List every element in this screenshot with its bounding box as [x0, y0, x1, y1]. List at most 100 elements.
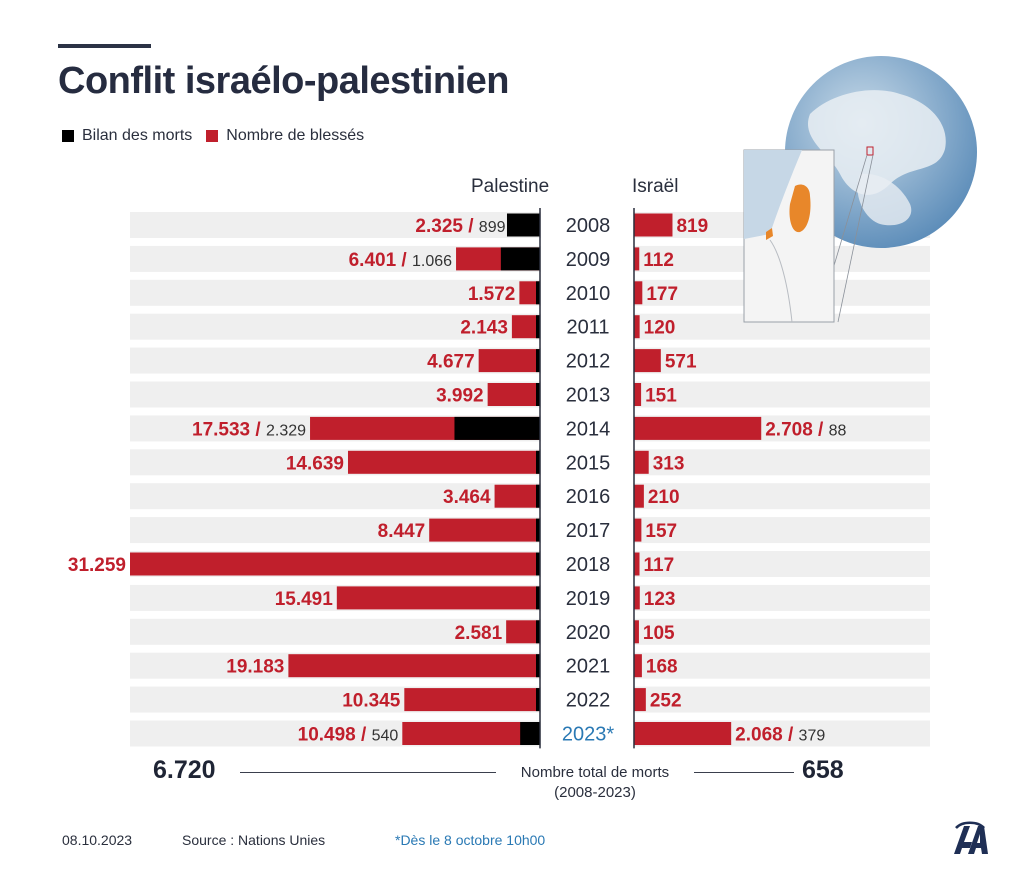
palestine-killed-bar	[536, 349, 540, 373]
israel-injured-bar	[634, 247, 640, 271]
year-label: 2017	[566, 520, 611, 542]
legend-swatch-killed	[62, 130, 74, 142]
year-cell-background	[541, 309, 633, 344]
header-israel: Israël	[632, 176, 679, 197]
year-cell-background	[541, 241, 633, 276]
palestine-injured-bar	[347, 450, 540, 474]
legend: Bilan des morts Nombre de blessés	[62, 127, 364, 145]
israel-injured-bar	[634, 654, 642, 678]
palestine-value-label: 31.259	[68, 555, 126, 576]
palestine-value-label: 2.143	[460, 318, 508, 339]
israel-value-label: 2.068 / 379	[735, 725, 825, 746]
year-label: 2023*	[562, 724, 614, 746]
palestine-value-label: 19.183	[226, 657, 284, 678]
palestine-killed-bar	[454, 416, 540, 440]
year-cell-background	[541, 648, 633, 683]
palestine-value-label: 2.325 / 899	[415, 216, 505, 237]
palestine-value-label: 10.345	[342, 691, 401, 712]
year-cell-background	[541, 445, 633, 480]
legend-swatch-injured	[206, 130, 219, 142]
israel-value-label: 571	[665, 352, 697, 373]
palestine-value-label: 15.491	[275, 589, 334, 610]
bar-chart: 2.325 / 899 819 2008 6.401 / 1.066 112 2009 1.…	[68, 208, 930, 751]
footer-note: *Dès le 8 octobre 10h00	[395, 832, 546, 848]
palestine-killed-bar	[500, 247, 540, 271]
palestine-value-label: 4.677	[427, 352, 475, 373]
israel-injured-bar	[634, 416, 762, 440]
palestine-killed-bar	[536, 518, 540, 542]
palestine-injured-bar	[511, 315, 540, 339]
title-accent-bar	[58, 44, 151, 48]
year-label: 2009	[566, 249, 611, 271]
israel-injured-bar	[634, 722, 732, 745]
israel-injured-bar	[634, 552, 640, 576]
israel-value-label: 112	[643, 250, 674, 271]
israel-value-label: 120	[644, 318, 676, 339]
israel-value-label: 210	[648, 487, 680, 508]
israel-injured-bar	[634, 586, 640, 610]
year-label: 2018	[566, 554, 611, 576]
year-label: 2013	[566, 385, 611, 407]
palestine-killed-bar	[536, 383, 540, 406]
israel-value-label: 252	[650, 691, 682, 712]
year-cell-background	[541, 547, 633, 581]
israel-value-label: 177	[646, 284, 678, 305]
year-label: 2022	[566, 690, 611, 712]
total-label-line2: (2008-2023)	[554, 784, 636, 801]
palestine-injured-bar	[487, 383, 540, 406]
israel-injured-bar	[634, 688, 646, 712]
palestine-killed-bar	[536, 484, 540, 508]
total-label: Nombre total de morts (2008-2023)	[490, 763, 700, 803]
israel-value-label: 123	[644, 589, 676, 610]
israel-injured-bar	[634, 383, 642, 406]
palestine-value-label: 3.992	[436, 386, 484, 407]
israel-injured-bar	[634, 315, 640, 339]
aa-logo-icon	[954, 821, 988, 854]
palestine-killed-bar	[536, 552, 540, 576]
legend-label-injured: Nombre de blessés	[226, 127, 365, 144]
palestine-killed-bar	[536, 586, 540, 610]
year-cell-background	[541, 682, 633, 717]
palestine-injured-bar	[519, 281, 540, 305]
legend-label-killed: Bilan des morts	[82, 127, 193, 144]
year-label: 2019	[566, 588, 611, 610]
total-label-line1: Nombre total de morts	[520, 764, 670, 781]
palestine-injured-bar	[336, 586, 540, 610]
israel-injured-bar	[634, 620, 639, 644]
israel-value-label: 313	[653, 453, 685, 474]
year-cell-background	[541, 377, 633, 412]
palestine-injured-bar	[288, 654, 540, 678]
palestine-injured-bar	[494, 484, 540, 508]
total-line-left	[240, 772, 496, 773]
year-cell-background	[541, 411, 633, 446]
total-palestine: 6.720	[153, 756, 216, 784]
palestine-killed-bar	[536, 620, 540, 644]
year-cell-background	[541, 208, 633, 242]
israel-injured-bar	[634, 281, 643, 305]
year-label: 2020	[566, 622, 611, 644]
total-line-right	[694, 772, 794, 773]
palestine-killed-bar	[536, 281, 540, 305]
year-label: 2014	[566, 418, 611, 440]
israel-value-label: 819	[676, 216, 708, 237]
palestine-injured-bar	[402, 722, 540, 745]
year-label: 2016	[566, 486, 611, 508]
israel-value-label: 168	[646, 657, 678, 678]
palestine-killed-bar	[536, 315, 540, 339]
total-israel: 658	[802, 756, 844, 784]
palestine-killed-bar	[506, 213, 540, 237]
palestine-killed-bar	[536, 688, 540, 712]
palestine-value-label: 10.498 / 540	[298, 725, 399, 746]
palestine-injured-bar	[404, 688, 540, 712]
palestine-killed-bar	[536, 654, 540, 678]
year-label: 2021	[566, 656, 611, 678]
year-cell-background	[541, 580, 633, 615]
israel-injured-bar	[634, 518, 642, 542]
year-label: 2015	[566, 452, 611, 474]
footer-date: 08.10.2023	[62, 832, 133, 848]
palestine-value-label: 3.464	[443, 487, 491, 508]
year-cell-background	[541, 716, 633, 751]
israel-value-label: 2.708 / 88	[765, 419, 846, 440]
israel-injured-bar	[634, 450, 649, 474]
year-label: 2012	[566, 351, 611, 373]
